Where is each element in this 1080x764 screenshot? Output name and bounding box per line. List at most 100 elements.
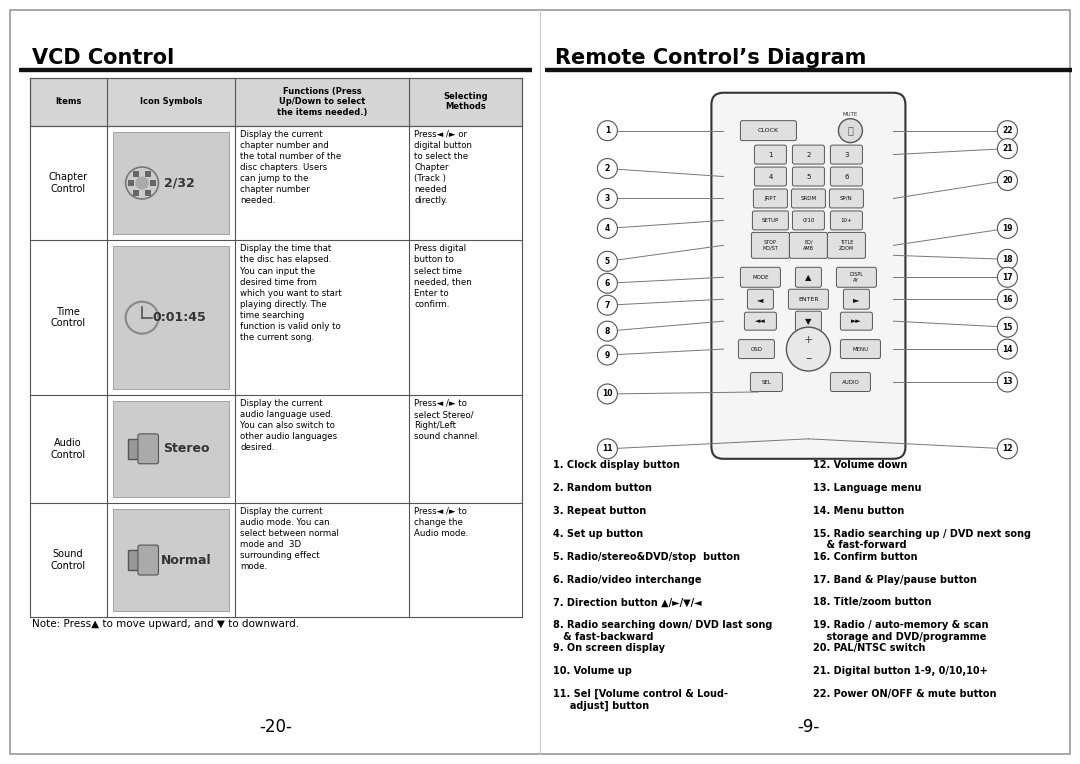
Text: 9. On screen display: 9. On screen display — [553, 643, 665, 653]
Text: -9-: -9- — [797, 718, 820, 736]
Text: SRDM: SRDM — [800, 196, 816, 201]
Text: ►: ► — [853, 295, 860, 304]
FancyBboxPatch shape — [793, 145, 824, 164]
Bar — [133, 189, 139, 196]
Bar — [127, 550, 143, 570]
Text: 10+: 10+ — [840, 218, 852, 223]
Bar — [145, 189, 151, 196]
Text: 11. Sel [Volume control & Loud-
     adjust] button: 11. Sel [Volume control & Loud- adjust] … — [553, 689, 728, 711]
Bar — [112, 246, 229, 389]
Text: MODE: MODE — [752, 275, 769, 280]
Text: 6: 6 — [605, 279, 610, 288]
Circle shape — [597, 384, 618, 404]
Text: ▲: ▲ — [806, 273, 812, 282]
FancyBboxPatch shape — [827, 232, 865, 258]
Text: 2. Random button: 2. Random button — [553, 483, 652, 493]
Bar — [19, 68, 532, 71]
FancyBboxPatch shape — [744, 312, 777, 330]
Text: DISPL
AY: DISPL AY — [850, 272, 863, 283]
Text: ◄◄: ◄◄ — [755, 318, 766, 324]
Text: ENTER: ENTER — [798, 296, 819, 302]
Text: STOP
MO/ST: STOP MO/ST — [762, 240, 779, 251]
Text: 14: 14 — [1002, 345, 1013, 354]
Circle shape — [998, 290, 1017, 309]
Text: 19: 19 — [1002, 224, 1013, 233]
FancyBboxPatch shape — [829, 189, 863, 208]
Text: 17. Band & Play/pause button: 17. Band & Play/pause button — [813, 575, 977, 584]
FancyBboxPatch shape — [840, 312, 873, 330]
Text: 20: 20 — [1002, 176, 1013, 185]
Circle shape — [597, 219, 618, 238]
Text: VCD Control: VCD Control — [31, 48, 174, 68]
Text: Time
Control: Time Control — [51, 307, 85, 329]
FancyBboxPatch shape — [712, 92, 905, 459]
Text: 0/10: 0/10 — [802, 218, 814, 223]
Text: JRPT: JRPT — [765, 196, 777, 201]
Text: 4: 4 — [605, 224, 610, 233]
Text: MENU: MENU — [852, 347, 868, 351]
FancyBboxPatch shape — [789, 232, 827, 258]
Text: 13: 13 — [1002, 377, 1013, 387]
Text: 19. Radio / auto-memory & scan
    storage and DVD/programme: 19. Radio / auto-memory & scan storage a… — [813, 620, 989, 642]
Text: Functions (Press
Up/Down to select
the items needed.): Functions (Press Up/Down to select the i… — [276, 87, 367, 117]
FancyBboxPatch shape — [831, 373, 870, 391]
FancyBboxPatch shape — [755, 145, 786, 164]
FancyBboxPatch shape — [793, 211, 824, 230]
Text: Items: Items — [55, 97, 81, 106]
Circle shape — [998, 219, 1017, 238]
Text: 17: 17 — [1002, 273, 1013, 282]
FancyBboxPatch shape — [754, 189, 787, 208]
FancyBboxPatch shape — [753, 211, 788, 230]
Text: 16: 16 — [1002, 295, 1013, 304]
Text: 2: 2 — [807, 151, 811, 157]
Text: CLOCK: CLOCK — [758, 128, 779, 133]
Text: Selecting
Methods: Selecting Methods — [444, 92, 488, 112]
Circle shape — [597, 121, 618, 141]
Text: Press◄ /► to
change the
Audio mode.: Press◄ /► to change the Audio mode. — [415, 507, 469, 538]
Text: 5. Radio/stereo&DVD/stop  button: 5. Radio/stereo&DVD/stop button — [553, 552, 741, 562]
Circle shape — [136, 177, 148, 189]
Text: SP/N: SP/N — [840, 196, 853, 201]
Bar — [127, 180, 134, 186]
Bar — [112, 131, 229, 235]
Text: 1. Clock display button: 1. Clock display button — [553, 460, 680, 470]
Bar — [545, 68, 1072, 71]
FancyBboxPatch shape — [747, 290, 773, 309]
Text: 15. Radio searching up / DVD next song
    & fast-forward: 15. Radio searching up / DVD next song &… — [813, 529, 1031, 550]
Bar — [29, 78, 523, 125]
Text: –: – — [806, 351, 811, 364]
Text: MUTE: MUTE — [842, 112, 858, 117]
FancyBboxPatch shape — [840, 340, 880, 358]
Circle shape — [998, 267, 1017, 287]
Text: 8: 8 — [605, 327, 610, 335]
FancyBboxPatch shape — [741, 121, 796, 141]
Text: 18: 18 — [1002, 255, 1013, 264]
Text: 3. Repeat button: 3. Repeat button — [553, 506, 647, 516]
Text: 5: 5 — [807, 173, 811, 180]
Circle shape — [597, 274, 618, 293]
Text: Audio
Control: Audio Control — [51, 438, 85, 460]
Text: 2: 2 — [605, 164, 610, 173]
Text: 10. Volume up: 10. Volume up — [553, 666, 632, 676]
FancyBboxPatch shape — [795, 311, 822, 331]
Text: SEL: SEL — [761, 380, 771, 384]
Text: OSD: OSD — [751, 347, 762, 351]
Circle shape — [597, 295, 618, 316]
Text: 6: 6 — [845, 173, 849, 180]
Text: 11: 11 — [603, 445, 612, 453]
Bar — [150, 180, 157, 186]
Text: ▼: ▼ — [806, 316, 812, 325]
Text: EQ/
AMB: EQ/ AMB — [802, 240, 814, 251]
Text: Display the current
audio mode. You can
select between normal
mode and  3D
surro: Display the current audio mode. You can … — [240, 507, 339, 571]
Text: 18. Title/zoom button: 18. Title/zoom button — [813, 597, 932, 607]
Text: Chapter
Control: Chapter Control — [49, 172, 87, 194]
Text: 20. PAL/NTSC switch: 20. PAL/NTSC switch — [813, 643, 926, 653]
Text: 10: 10 — [603, 390, 612, 399]
Text: 13. Language menu: 13. Language menu — [813, 483, 922, 493]
Circle shape — [998, 249, 1017, 269]
Text: 1: 1 — [768, 151, 772, 157]
Text: Display the time that
the disc has elapsed.
You can input the
desired time from
: Display the time that the disc has elaps… — [240, 244, 341, 342]
Text: 6. Radio/video interchange: 6. Radio/video interchange — [553, 575, 702, 584]
Text: 22: 22 — [1002, 126, 1013, 135]
Circle shape — [597, 439, 618, 459]
